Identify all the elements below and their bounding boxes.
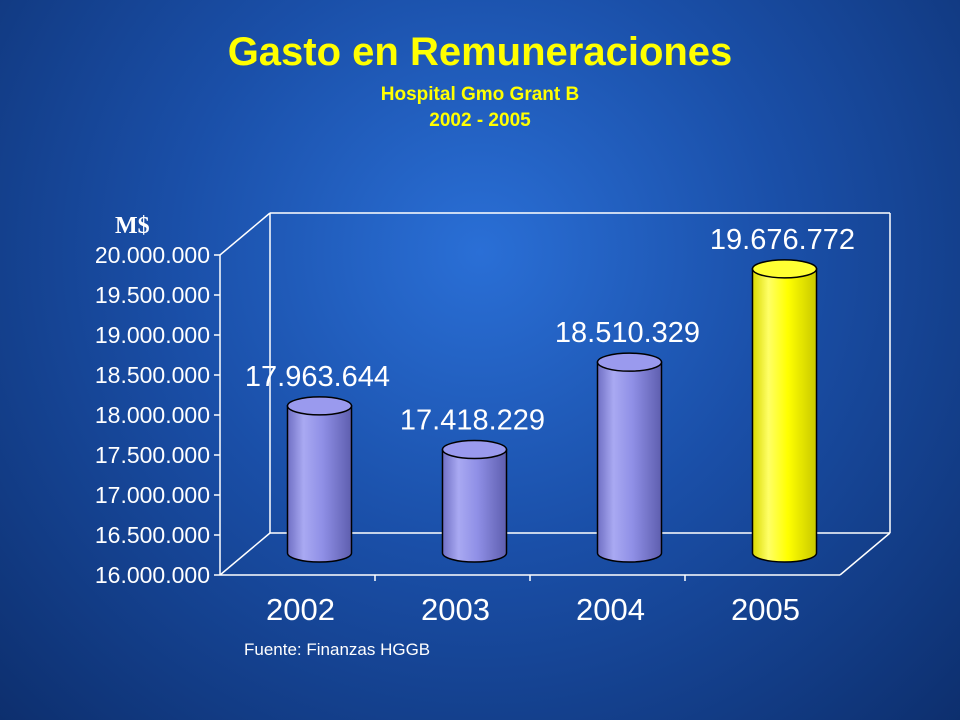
bar-top xyxy=(751,259,818,279)
y-tick-label: 16.000.000 xyxy=(95,562,210,588)
y-axis-ticks: 16.000.000 16.500.000 17.000.000 17.500.000… xyxy=(95,242,220,588)
x-tick-label: 2002 xyxy=(266,592,335,627)
y-tick-label: 20.000.000 xyxy=(95,242,210,268)
bar-top xyxy=(441,439,508,460)
x-axis-ticks: 2002 2003 2004 2005 xyxy=(266,575,800,627)
y-tick-label: 19.500.000 xyxy=(95,282,210,308)
bar-body xyxy=(596,361,663,563)
x-tick-label: 2005 xyxy=(731,592,800,627)
floor-left-edge xyxy=(219,532,271,576)
data-labels: 17.963.644 17.418.229 18.510.329 19.676.772 xyxy=(245,224,855,437)
floor-right-edge xyxy=(839,532,891,576)
data-label: 17.418.229 xyxy=(400,405,545,437)
source-note: Fuente: Finanzas HGGB xyxy=(244,640,431,659)
bars xyxy=(286,259,818,563)
y-tick-label: 17.500.000 xyxy=(95,442,210,468)
bar-body xyxy=(441,448,508,563)
bar-2002 xyxy=(286,396,353,563)
x-tick-label: 2004 xyxy=(576,592,645,627)
chart-period: 2002 - 2005 xyxy=(429,110,531,131)
y-axis-label: M$ xyxy=(115,213,150,239)
y-tick-label: 18.000.000 xyxy=(95,402,210,428)
side-wall-top-edge xyxy=(219,212,271,256)
data-label: 18.510.329 xyxy=(555,317,700,349)
bar-body xyxy=(286,405,353,563)
bar-top xyxy=(596,352,663,372)
x-tick-label: 2003 xyxy=(421,592,490,627)
chart-title: Gasto en Remuneraciones xyxy=(227,30,733,74)
bar-2003 xyxy=(441,439,508,563)
bar-2004 xyxy=(596,352,663,563)
y-tick-label: 18.500.000 xyxy=(95,362,210,388)
bar-body xyxy=(751,268,818,563)
chart-subtitle: Hospital Gmo Grant B xyxy=(380,84,580,105)
data-label: 17.963.644 xyxy=(245,361,390,393)
bar-2005 xyxy=(751,259,818,563)
bar-top xyxy=(286,396,353,416)
y-tick-label: 16.500.000 xyxy=(95,522,210,548)
y-tick-label: 19.000.000 xyxy=(95,322,210,348)
data-label: 19.676.772 xyxy=(710,224,855,256)
y-tick-label: 17.000.000 xyxy=(95,482,210,508)
